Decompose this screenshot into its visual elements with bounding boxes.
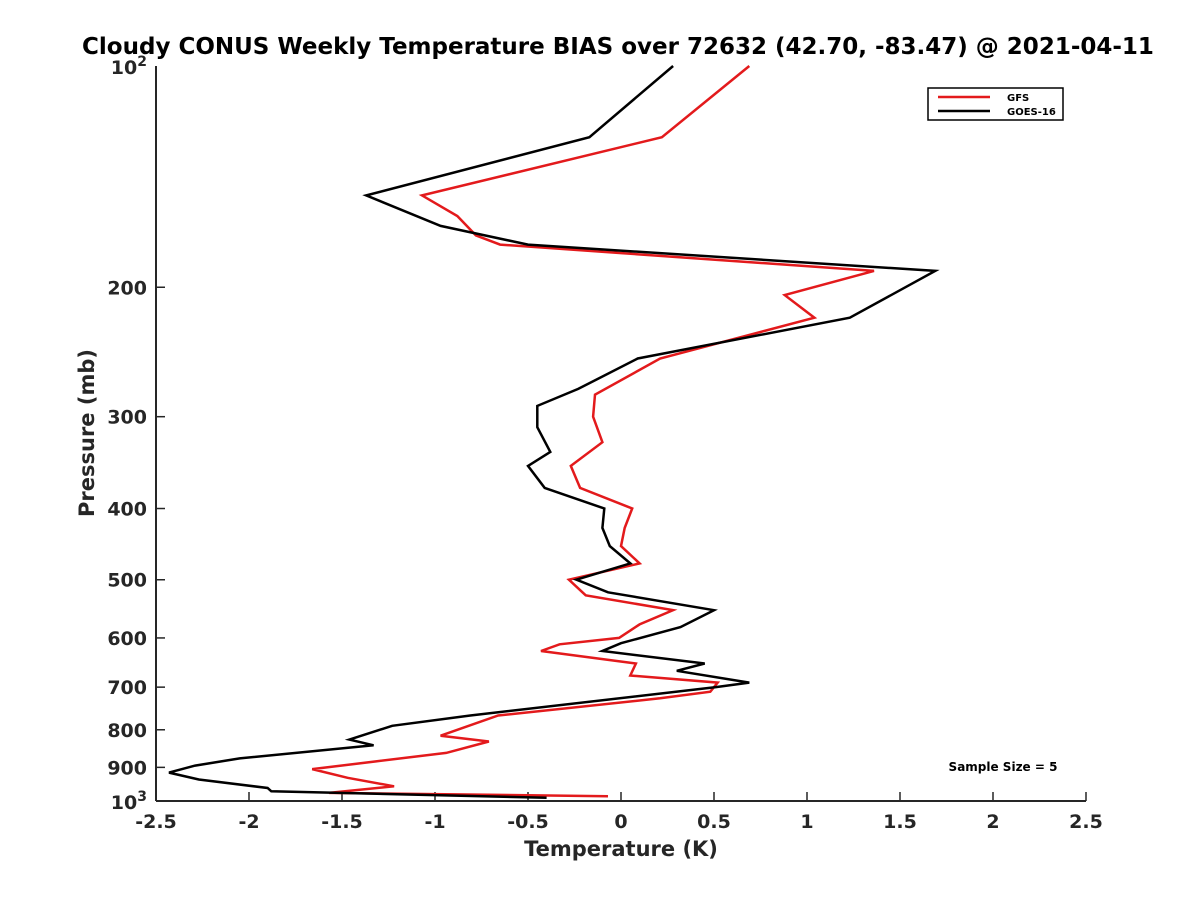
x-tick-label: 0: [614, 811, 627, 833]
x-tick-label: -1.5: [321, 811, 363, 833]
x-tick-label: -0.5: [507, 811, 549, 833]
y-tick-label: 102: [111, 54, 147, 79]
y-tick-label: 600: [107, 628, 147, 650]
series-line-goes-16: [168, 65, 940, 800]
y-axis-label: Pressure (mb): [75, 349, 99, 517]
y-tick-label: 500: [107, 570, 147, 592]
y-tick-label: 103: [111, 789, 147, 814]
x-axis-label: Temperature (K): [524, 837, 718, 861]
x-ticks: -2.5 -2 -1.5 -1 -0.5 0 0.5 1 1.5 2 2.5: [135, 792, 1103, 833]
x-tick-label: 0.5: [697, 811, 731, 833]
x-tick-label: 1.5: [883, 811, 917, 833]
x-tick-label: 2: [986, 811, 999, 833]
legend-label: GFS: [1007, 93, 1029, 104]
x-tick-label: -2.5: [135, 811, 177, 833]
x-tick-label: -2: [238, 811, 259, 833]
series-lines: [168, 65, 940, 800]
legend-label: GOES-16: [1007, 107, 1056, 118]
y-ticks: 200 300 400 500 600 700 800 900 102 103: [107, 54, 165, 814]
y-tick-label: 300: [107, 407, 147, 429]
x-tick-label: 1: [800, 811, 813, 833]
y-tick-label: 900: [107, 757, 147, 779]
legend: GFS GOES-16: [927, 87, 1064, 121]
x-tick-label: -1: [424, 811, 445, 833]
y-tick-label: 400: [107, 499, 147, 521]
legend-box: [927, 87, 1064, 121]
y-tick-label: 800: [107, 720, 147, 742]
plot-area: [155, 66, 1086, 802]
legend-items: GFS GOES-16: [938, 93, 1056, 118]
y-tick-label: 200: [107, 277, 147, 299]
series-line-gfs: [311, 65, 875, 798]
chart-title: Cloudy CONUS Weekly Temperature BIAS ove…: [82, 34, 1154, 60]
x-tick-label: 2.5: [1069, 811, 1103, 833]
sample-size-annotation: Sample Size = 5: [949, 760, 1058, 774]
y-tick-label: 700: [107, 677, 147, 699]
